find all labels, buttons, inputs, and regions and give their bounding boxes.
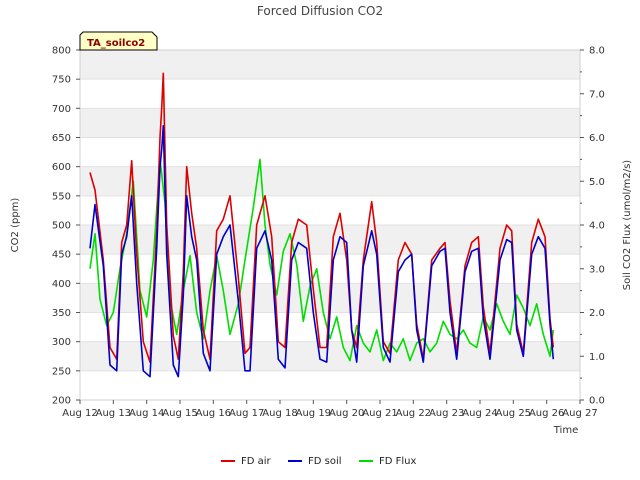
series-group (89, 72, 555, 378)
y2-tick-label: 1.0 (589, 352, 605, 363)
background-band (80, 166, 580, 196)
legend: FD air FD soil FD Flux (221, 456, 416, 467)
legend-label-fd-flux: FD Flux (379, 456, 416, 467)
x-tick-label: Aug 27 (562, 408, 597, 419)
background-band (80, 50, 580, 80)
x-tick-label: Aug 18 (262, 408, 297, 419)
y-axis-label: CO2 (ppm) (10, 198, 21, 253)
annotation-text: TA_soilco2 (87, 38, 145, 49)
y2-tick-label: 4.0 (589, 221, 605, 232)
x-tick-label: Aug 26 (529, 408, 564, 419)
legend-label-fd-soil: FD soil (308, 456, 342, 467)
x-tick-label: Aug 24 (462, 408, 497, 419)
y-tick-label: 800 (52, 46, 71, 57)
y-tick-label: 700 (52, 104, 71, 115)
y-tick-label: 400 (52, 279, 71, 290)
x-tick-label: Aug 25 (496, 408, 531, 419)
y2-tick-label: 6.0 (589, 133, 605, 144)
y-axis-left: 200 250 300 350 400 450 500 550 600 650 700 750 800 (52, 46, 80, 407)
y-tick-label: 200 (52, 396, 71, 407)
y2-tick-label: 3.0 (589, 264, 605, 275)
y-tick-label: 450 (52, 250, 71, 261)
x-tick-label: Aug 14 (129, 408, 164, 419)
background-band (80, 341, 580, 371)
x-tick-label: Aug 15 (162, 408, 197, 419)
y-tick-label: 650 (52, 133, 71, 144)
y-tick-label: 350 (52, 308, 71, 319)
series-line-fd-flux (89, 158, 555, 362)
x-tick-label: Aug 16 (196, 408, 231, 419)
background-band (80, 225, 580, 255)
y2-tick-label: 5.0 (589, 177, 605, 188)
x-tick-label: Aug 23 (429, 408, 464, 419)
background-band (80, 108, 580, 138)
y-tick-label: 300 (52, 337, 71, 348)
x-tick-label: Aug 19 (296, 408, 331, 419)
annotation-box: TA_soilco2 (79, 31, 158, 51)
series-line-fd-air (89, 72, 555, 363)
y-tick-label: 500 (52, 221, 71, 232)
x-tick-label: Aug 22 (396, 408, 431, 419)
y-tick-label: 250 (52, 366, 71, 377)
y2-tick-label: 8.0 (589, 46, 605, 57)
x-axis-label: Time (553, 425, 578, 436)
x-tick-label: Aug 17 (229, 408, 264, 419)
y2-tick-label: 0.0 (589, 396, 605, 407)
x-tick-label: Aug 21 (362, 408, 397, 419)
y-axis-right: 0.0 1.0 2.0 3.0 4.0 5.0 6.0 7.0 8.0 (580, 46, 605, 407)
y-tick-label: 550 (52, 191, 71, 202)
y-tick-label: 600 (52, 162, 71, 173)
y2-axis-label: Soil CO2 Flux (umol/m2/s) (622, 160, 633, 290)
y-tick-label: 750 (52, 75, 71, 86)
legend-label-fd-air: FD air (241, 456, 272, 467)
x-tick-label: Aug 20 (329, 408, 364, 419)
y2-tick-label: 7.0 (589, 89, 605, 100)
chart-title: Forced Diffusion CO2 (257, 4, 383, 18)
x-tick-label: Aug 13 (96, 408, 131, 419)
y2-tick-label: 2.0 (589, 308, 605, 319)
series-line-fd-soil (89, 125, 555, 378)
x-tick-label: Aug 12 (62, 408, 97, 419)
